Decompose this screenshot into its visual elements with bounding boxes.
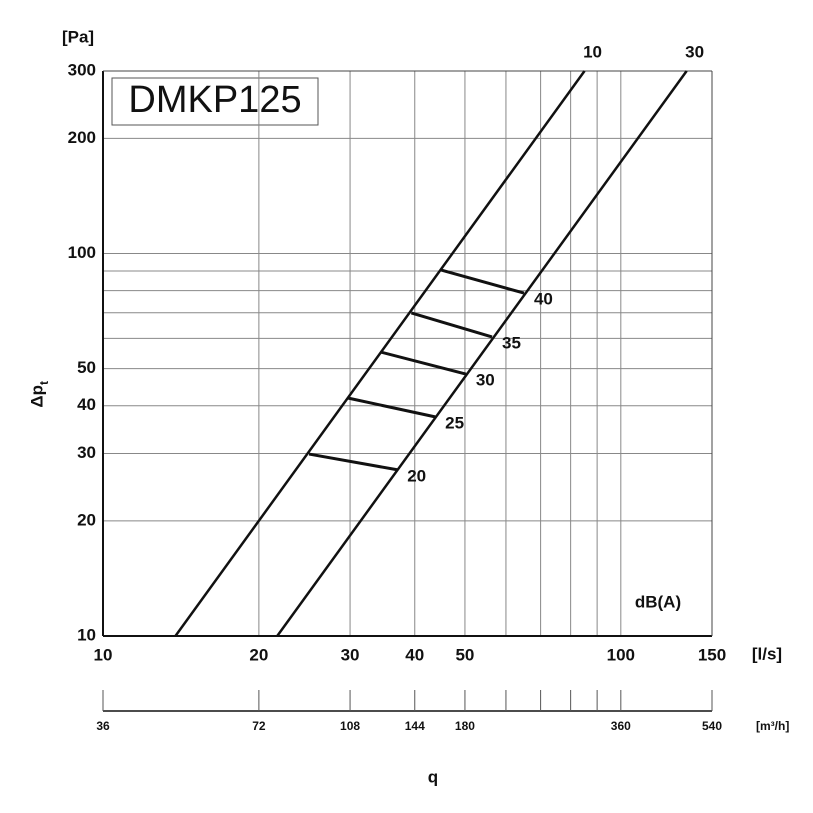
series-line bbox=[276, 70, 688, 637]
y-label: Δp t bbox=[27, 381, 51, 408]
x2-tick-label: 540 bbox=[702, 719, 722, 733]
y-unit: [Pa] bbox=[62, 27, 94, 46]
noise-line bbox=[440, 268, 525, 295]
y-tick-label: 300 bbox=[68, 60, 96, 79]
x-tick-label: 150 bbox=[698, 645, 726, 664]
x2-tick-label: 360 bbox=[611, 719, 631, 733]
noise-line bbox=[347, 396, 436, 419]
y-tick-label: 50 bbox=[77, 358, 96, 377]
noise-label: 30 bbox=[476, 371, 495, 390]
y-tick-label: 200 bbox=[68, 128, 96, 147]
x-tick-label: 20 bbox=[249, 645, 268, 664]
y-label-sub: t bbox=[37, 381, 51, 385]
series-line bbox=[174, 70, 586, 637]
x2-tick-label: 36 bbox=[96, 719, 110, 733]
x2-tick-label: 108 bbox=[340, 719, 360, 733]
series-label: 30 bbox=[685, 42, 704, 61]
y-label-text: Δp bbox=[27, 385, 46, 408]
x2-unit: [m³/h] bbox=[756, 719, 789, 733]
x-tick-label: 50 bbox=[455, 645, 474, 664]
annotation: dB(A) bbox=[635, 592, 681, 611]
noise-line bbox=[308, 452, 398, 472]
title-box bbox=[111, 77, 319, 126]
x-unit: [l/s] bbox=[752, 644, 782, 663]
x-tick-label: 10 bbox=[94, 645, 113, 664]
x2-tick-label: 144 bbox=[405, 719, 425, 733]
chart-title: DMKP125 bbox=[128, 79, 301, 121]
noise-line bbox=[410, 311, 493, 339]
noise-label: 40 bbox=[534, 290, 553, 309]
noise-line bbox=[379, 350, 467, 376]
x-tick-label: 40 bbox=[405, 645, 424, 664]
x-tick-label: 100 bbox=[607, 645, 635, 664]
noise-label: 35 bbox=[502, 333, 521, 352]
x-tick-label: 30 bbox=[341, 645, 360, 664]
y-tick-label: 20 bbox=[77, 510, 96, 529]
y-tick-label: 10 bbox=[77, 625, 96, 644]
x2-tick-label: 72 bbox=[252, 719, 266, 733]
y-tick-label: 100 bbox=[68, 243, 96, 262]
x2-tick-label: 180 bbox=[455, 719, 475, 733]
y-tick-label: 30 bbox=[77, 443, 96, 462]
series-label: 10 bbox=[583, 42, 602, 61]
noise-label: 25 bbox=[445, 413, 464, 432]
noise-label: 20 bbox=[407, 466, 426, 485]
x-label: q bbox=[428, 767, 438, 786]
y-tick-label: 40 bbox=[77, 395, 96, 414]
